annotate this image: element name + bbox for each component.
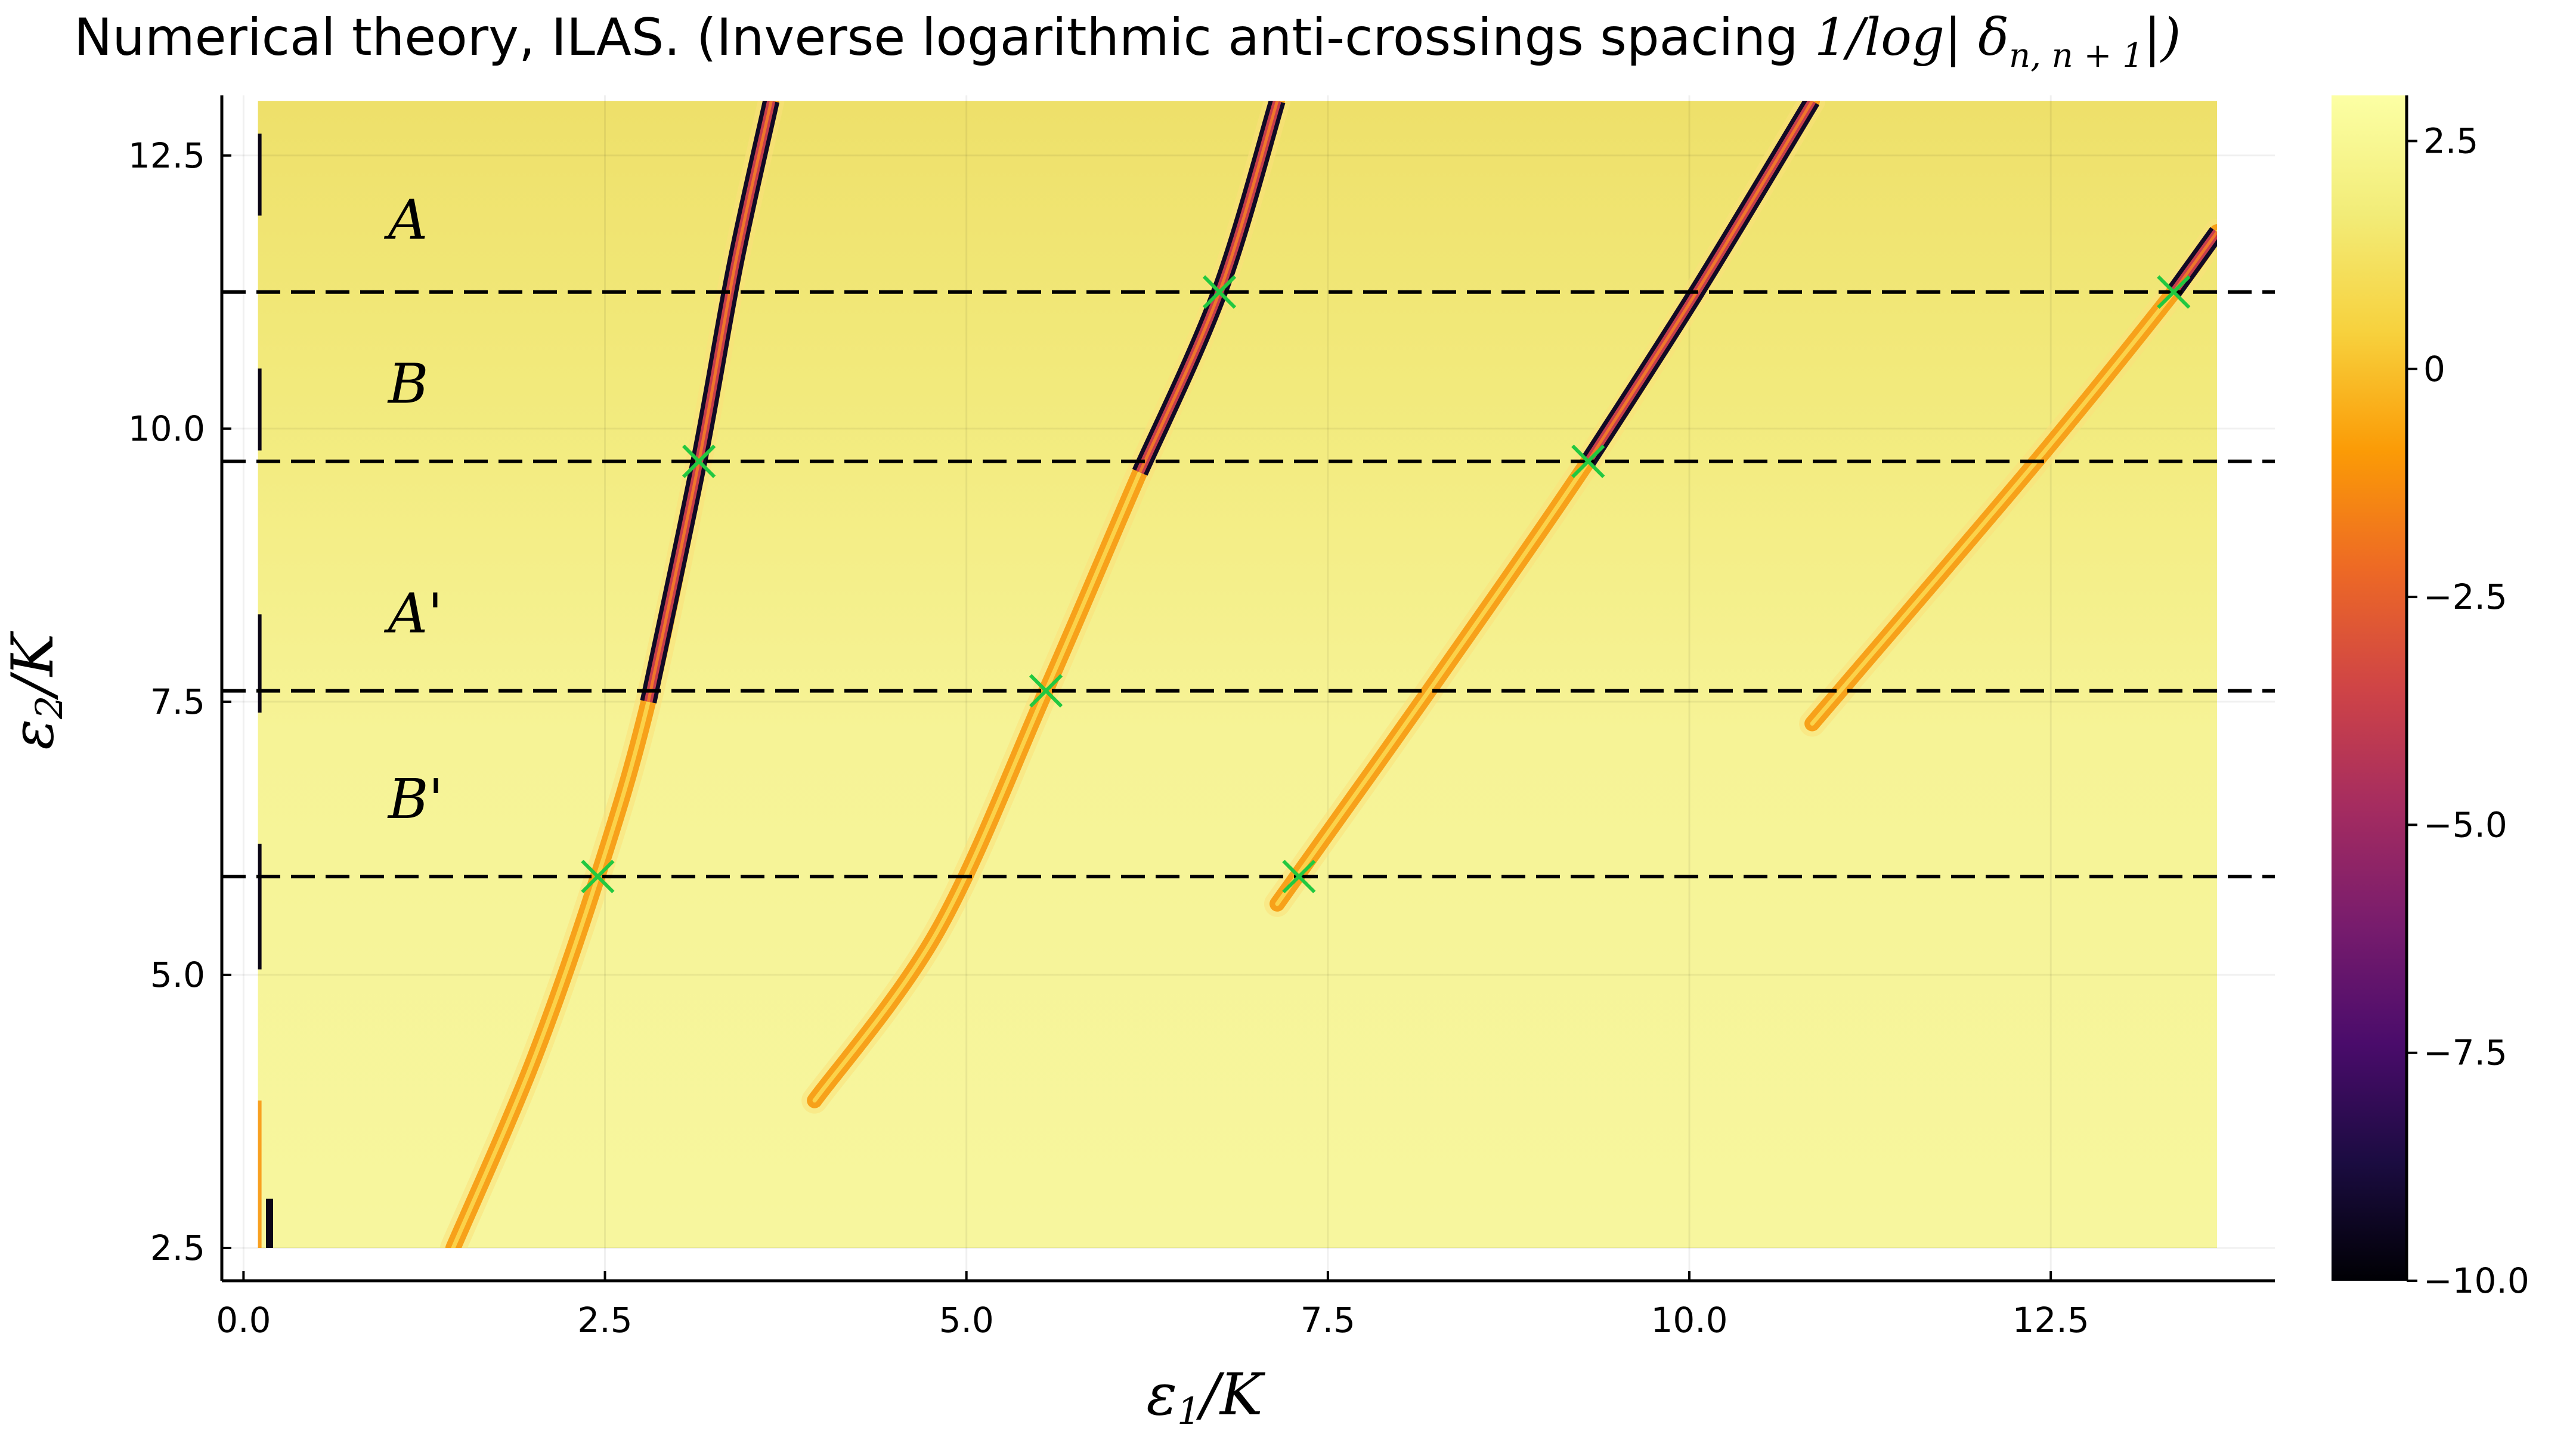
colorbar: 2.5 0 −2.5 −5.0 −7.5 −10.0 (2332, 95, 2529, 1301)
crossing-marker (1029, 674, 1063, 708)
x-axis-label: ε1/K (1146, 1361, 1265, 1431)
edge-strip (258, 844, 262, 970)
title-text: Numerical theory, ILAS. (Inverse logarit… (74, 8, 1815, 67)
crossing-marker (1571, 444, 1605, 478)
edge-strip (266, 1198, 274, 1249)
crossing-marker (682, 444, 716, 478)
title-math-end: |) (2144, 8, 2181, 67)
crossing-marker (2157, 275, 2191, 309)
edge-strip (258, 614, 262, 713)
edge-strip (258, 134, 262, 216)
x-tick-label: 0.0 (216, 1300, 271, 1340)
edge-strip (258, 368, 262, 451)
y-axis-label: ε2/K (0, 630, 71, 749)
colorbar-tick-label: −10.0 (2423, 1260, 2529, 1301)
crossing-marker (581, 859, 615, 894)
title-math: 1/log| δ (1815, 8, 2009, 67)
crossing-marker (1282, 859, 1316, 894)
region-label: B (387, 352, 429, 416)
x-tick-label: 5.0 (939, 1300, 994, 1340)
x-tick-label: 12.5 (2012, 1300, 2089, 1340)
ridge (439, 101, 785, 1249)
heatmap-ridges (439, 101, 2218, 1249)
axes: 0.0 2.5 5.0 7.5 10.0 12.5 2.5 5.0 7.5 10.0 12.5 (128, 95, 2275, 1340)
x-tick-label: 7.5 (1301, 1300, 1355, 1340)
colorbar-gradient (2332, 95, 2407, 1281)
crossing-marker (1202, 275, 1237, 309)
x-tick-label: 10.0 (1651, 1300, 1727, 1340)
crossing-markers (581, 275, 2191, 894)
chart-title: Numerical theory, ILAS. (Inverse logarit… (74, 8, 2181, 75)
dashed-reference-lines (222, 290, 2275, 879)
colorbar-tick-label: −2.5 (2423, 577, 2507, 617)
y-tick-label: 12.5 (128, 135, 205, 176)
ridge (1264, 101, 1826, 917)
colorbar-tick-label: 2.5 (2423, 120, 2478, 161)
region-label: A (383, 188, 428, 252)
colorbar-tick-label: −5.0 (2423, 804, 2507, 845)
colorbar-tick-label: −7.5 (2423, 1033, 2507, 1073)
y-tick-label: 7.5 (150, 682, 205, 722)
plot-area: A B A' B' 0.0 2.5 5.0 7.5 10.0 12.5 2.5 5.0 7.5 10.0… (128, 95, 2275, 1340)
edge-strip (258, 1100, 262, 1249)
title-math-subscript: n, n + 1 (2009, 36, 2144, 75)
edge-strips (258, 134, 274, 1249)
region-label: A' (383, 581, 443, 645)
y-tick-label: 5.0 (150, 955, 205, 995)
region-label: B' (387, 767, 444, 831)
y-tick-label: 10.0 (128, 408, 205, 449)
colorbar-tick-label: 0 (2423, 349, 2445, 389)
region-labels: A B A' B' (383, 188, 444, 831)
y-tick-label: 2.5 (150, 1228, 205, 1268)
ridge (1799, 219, 2218, 737)
x-tick-label: 2.5 (577, 1300, 632, 1340)
